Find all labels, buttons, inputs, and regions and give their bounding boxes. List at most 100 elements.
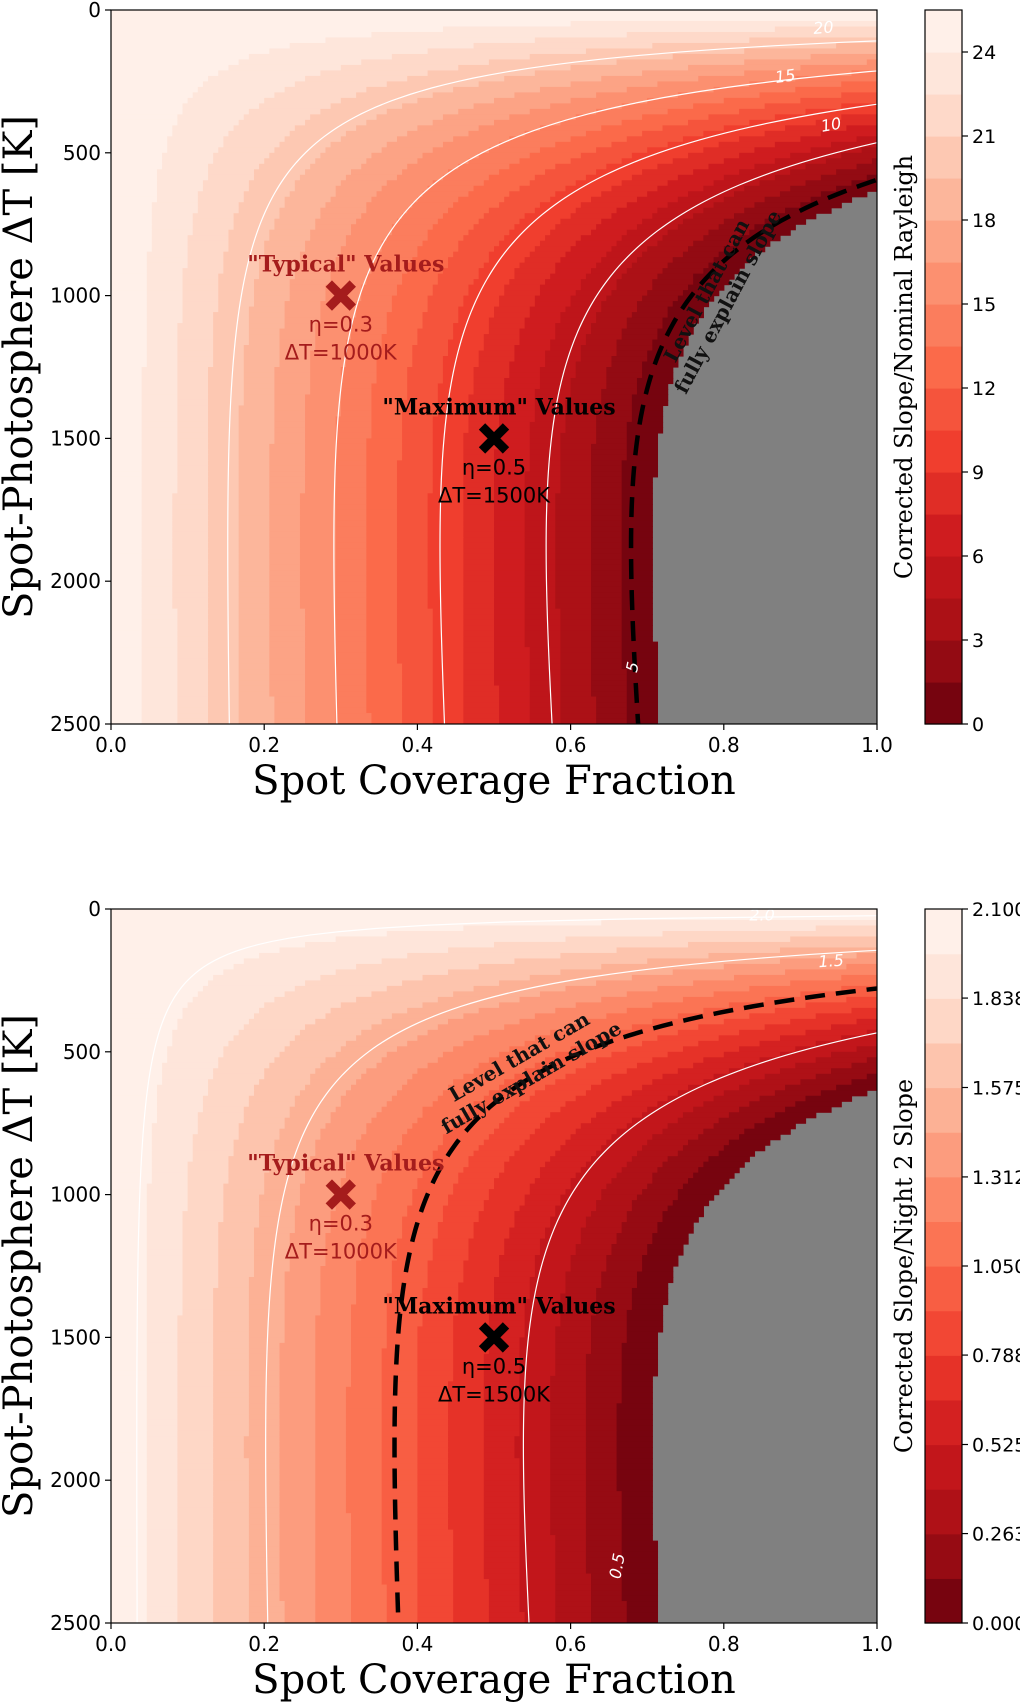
field-band [494,97,572,104]
field-band [151,1139,194,1146]
field-band [417,1436,449,1443]
field-band [402,707,434,714]
field-band [417,1595,454,1602]
field-band [621,564,653,571]
field-band [483,1507,521,1514]
field-band [111,652,143,659]
field-band [310,383,342,390]
field-band [351,1584,388,1591]
field-band [284,1309,321,1317]
field-band [248,1386,281,1393]
field-band [749,1101,796,1108]
field-band [468,229,510,236]
field-band [146,1233,184,1240]
field-band [790,980,877,987]
field-band [146,1271,184,1278]
field-band [550,273,587,280]
field-band [453,1579,490,1586]
field-band [519,1568,556,1575]
field-band [111,1573,148,1580]
field-band [111,114,178,121]
field-band [396,597,429,604]
field-band [591,196,638,203]
field-band [703,268,740,275]
field-band [560,658,592,665]
field-band [315,1617,352,1623]
field-band [417,1546,454,1553]
field-band [141,641,178,648]
field-band [483,1200,526,1207]
field-band [208,372,245,379]
field-band [713,86,796,93]
field-band [453,1590,490,1597]
field-band [524,564,556,571]
field-band [111,669,143,676]
field-band [519,996,602,1003]
field-band [453,1535,485,1542]
field-band [483,1441,516,1448]
field-band [238,1128,281,1135]
field-band [550,1381,587,1388]
field-band [151,1172,189,1179]
field-band [325,1123,367,1130]
field-band [361,213,403,220]
field-band [376,356,413,363]
marker-title: "Typical" Values [247,1151,444,1177]
field-band [468,1244,505,1251]
field-band [504,383,541,390]
field-band [621,570,653,577]
field-band [182,1244,219,1251]
field-band [345,1161,388,1168]
field-band [381,1502,418,1509]
field-band [141,586,173,593]
field-band [111,81,204,88]
field-band [315,1337,352,1344]
field-band [417,1414,449,1421]
field-band [463,531,495,538]
colorbar: 0.0000.2630.5250.7881.0501.3121.5751.838… [890,899,1020,1635]
field-band [177,1447,214,1454]
field-band [488,174,536,181]
field-band [284,196,332,203]
field-band [279,1469,316,1476]
field-band [642,218,684,225]
field-band [483,180,531,187]
field-band [238,581,270,588]
field-band [141,388,178,396]
field-band [151,202,199,209]
field-band [177,1359,214,1366]
field-band [351,1348,383,1355]
field-band [555,1331,592,1338]
field-band [560,471,592,478]
field-band [524,592,556,599]
field-band [851,1007,877,1014]
field-band [197,86,286,93]
field-band [228,240,265,247]
field-band [213,1425,250,1432]
field-band [274,410,306,418]
field-band [381,1375,418,1382]
field-band [417,1617,454,1623]
field-band [213,1458,250,1465]
field-band [539,86,628,93]
field-band [585,273,623,280]
field-band [580,202,628,209]
field-band [800,136,858,143]
field-band [626,1606,659,1613]
field-band [488,1194,526,1201]
field-band [550,1392,587,1399]
field-band [519,1590,556,1597]
field-band [499,427,531,434]
field-band [616,947,781,954]
field-band [218,1222,260,1229]
field-band [376,372,408,379]
field-band [570,383,607,390]
field-band [805,1029,868,1036]
field-band [626,202,669,209]
field-band [539,284,582,291]
field-band [213,334,250,341]
field-band [238,454,270,461]
field-band [386,328,418,335]
field-band [524,526,556,533]
field-band [371,399,403,407]
